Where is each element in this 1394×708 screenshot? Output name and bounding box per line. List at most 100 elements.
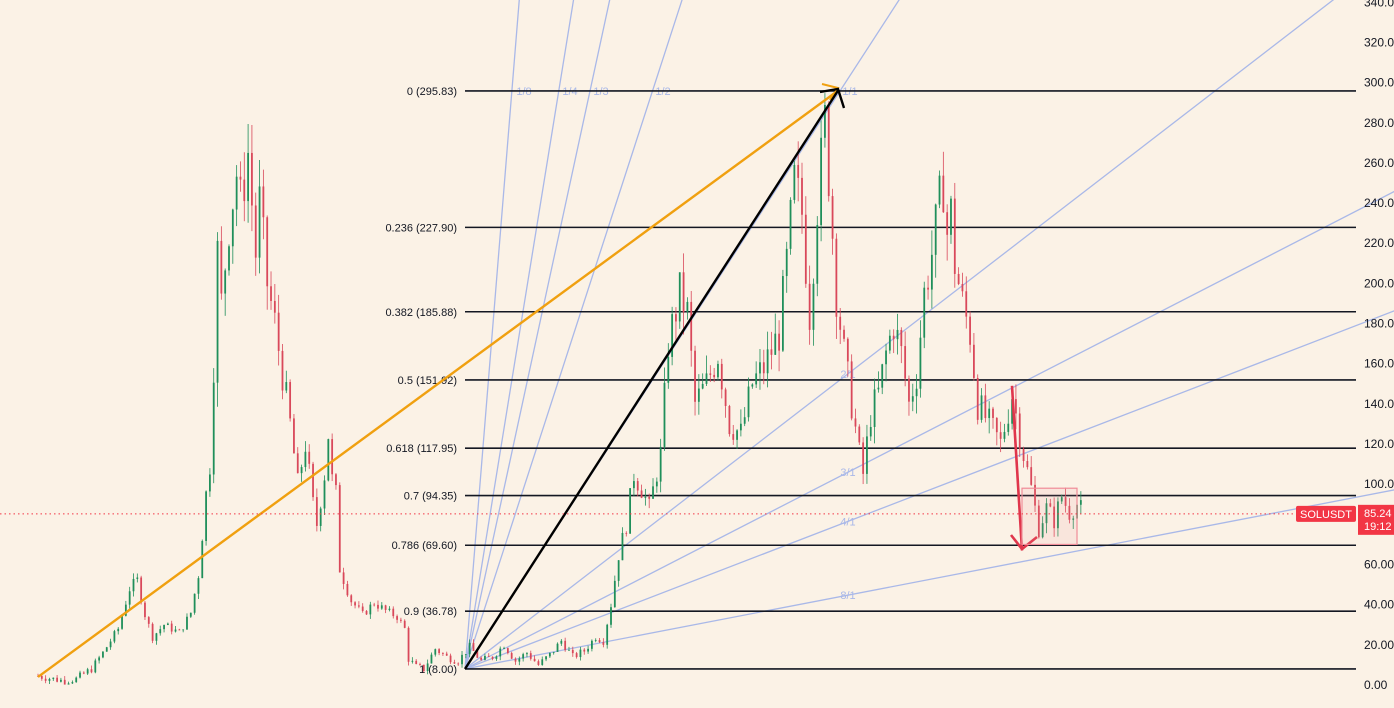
candle-body[interactable]	[579, 649, 582, 658]
candle-body[interactable]	[1007, 423, 1010, 432]
candle-body[interactable]	[732, 434, 735, 440]
candle-body[interactable]	[136, 577, 139, 579]
candle-body[interactable]	[602, 642, 605, 645]
candle-body[interactable]	[1022, 448, 1025, 462]
candle-body[interactable]	[709, 373, 712, 375]
candle-body[interactable]	[369, 604, 372, 615]
candle-body[interactable]	[927, 287, 929, 290]
candle-body[interactable]	[159, 629, 162, 634]
candle-body[interactable]	[499, 648, 502, 657]
candle-body[interactable]	[529, 653, 532, 659]
candle-body[interactable]	[384, 605, 387, 610]
candle-body[interactable]	[697, 388, 700, 402]
candle-body[interactable]	[717, 363, 719, 378]
candle-body[interactable]	[965, 291, 968, 317]
candle-body[interactable]	[973, 344, 975, 378]
gann-fan-line[interactable]	[464, 0, 1394, 670]
candle-body[interactable]	[911, 396, 914, 402]
candle-body[interactable]	[743, 417, 746, 424]
candle-body[interactable]	[663, 382, 666, 447]
candle-body[interactable]	[980, 395, 983, 420]
candle-body[interactable]	[251, 152, 253, 206]
candle-body[interactable]	[155, 633, 158, 641]
candle-body[interactable]	[60, 679, 62, 682]
candle-body[interactable]	[44, 678, 47, 681]
candle-body[interactable]	[495, 656, 498, 659]
candle-body[interactable]	[705, 373, 708, 384]
down-arrow-red[interactable]	[1010, 385, 1024, 551]
candle-body[interactable]	[67, 683, 70, 685]
candle-body[interactable]	[308, 451, 311, 464]
candle-body[interactable]	[361, 606, 364, 611]
candle-body[interactable]	[591, 640, 593, 649]
candle-body[interactable]	[789, 199, 792, 249]
candle-body[interactable]	[812, 283, 815, 330]
candle-body[interactable]	[522, 654, 525, 659]
candle-body[interactable]	[843, 329, 845, 339]
candle-body[interactable]	[461, 654, 463, 665]
candle-body[interactable]	[220, 240, 223, 294]
candle-body[interactable]	[762, 362, 765, 374]
candle-body[interactable]	[564, 640, 567, 651]
candle-body[interactable]	[438, 649, 440, 654]
candle-body[interactable]	[908, 378, 910, 402]
candle-body[interactable]	[86, 669, 89, 674]
candle-body[interactable]	[995, 417, 998, 433]
candle-body[interactable]	[1018, 413, 1021, 449]
candle-body[interactable]	[888, 335, 891, 351]
candle-body[interactable]	[556, 643, 559, 652]
candle-body[interactable]	[189, 612, 192, 617]
candle-body[interactable]	[919, 337, 922, 389]
candle-body[interactable]	[377, 604, 379, 609]
candle-body[interactable]	[449, 655, 452, 663]
candle-body[interactable]	[109, 641, 112, 648]
candle-body[interactable]	[380, 605, 383, 609]
candle-body[interactable]	[713, 374, 716, 378]
candle-body[interactable]	[625, 532, 628, 534]
candle-body[interactable]	[701, 383, 704, 389]
candle-body[interactable]	[724, 389, 727, 406]
candle-body[interactable]	[63, 679, 66, 685]
candle-body[interactable]	[1053, 506, 1056, 529]
candle-body[interactable]	[464, 654, 467, 656]
candle-body[interactable]	[1034, 484, 1036, 506]
candle-body[interactable]	[720, 363, 723, 390]
candle-body[interactable]	[1015, 399, 1017, 414]
candle-body[interactable]	[365, 610, 368, 615]
candle-body[interactable]	[797, 164, 800, 178]
candle-body[interactable]	[766, 349, 769, 374]
candle-body[interactable]	[778, 333, 780, 351]
candle-body[interactable]	[434, 649, 437, 655]
candle-body[interactable]	[132, 578, 135, 592]
candle-body[interactable]	[667, 356, 670, 383]
candle-body[interactable]	[350, 595, 353, 603]
candle-body[interactable]	[422, 664, 425, 671]
candle-body[interactable]	[48, 678, 51, 681]
candle-body[interactable]	[121, 615, 123, 629]
candle-body[interactable]	[827, 104, 830, 197]
candle-body[interactable]	[984, 395, 987, 419]
candle-body[interactable]	[755, 373, 758, 385]
candle-body[interactable]	[94, 660, 97, 673]
candle-body[interactable]	[90, 669, 93, 673]
candle-body[interactable]	[430, 654, 433, 664]
candle-body[interactable]	[296, 453, 299, 474]
candle-body[interactable]	[728, 405, 731, 435]
candle-body[interactable]	[113, 631, 116, 642]
candle-body[interactable]	[942, 175, 945, 213]
candle-body[interactable]	[243, 179, 246, 202]
candle-body[interactable]	[904, 346, 907, 379]
gann-fan-line[interactable]	[464, 0, 1394, 670]
candle-body[interactable]	[487, 655, 490, 657]
candle-body[interactable]	[201, 540, 204, 579]
gann-fan-line[interactable]	[464, 0, 1394, 670]
candle-body[interactable]	[782, 276, 784, 351]
candle-body[interactable]	[598, 640, 601, 643]
candle-body[interactable]	[636, 481, 639, 491]
candle-body[interactable]	[1045, 503, 1048, 524]
candle-body[interactable]	[442, 653, 444, 654]
candle-body[interactable]	[961, 283, 964, 292]
candle-body[interactable]	[759, 362, 761, 374]
candle-body[interactable]	[518, 658, 521, 662]
